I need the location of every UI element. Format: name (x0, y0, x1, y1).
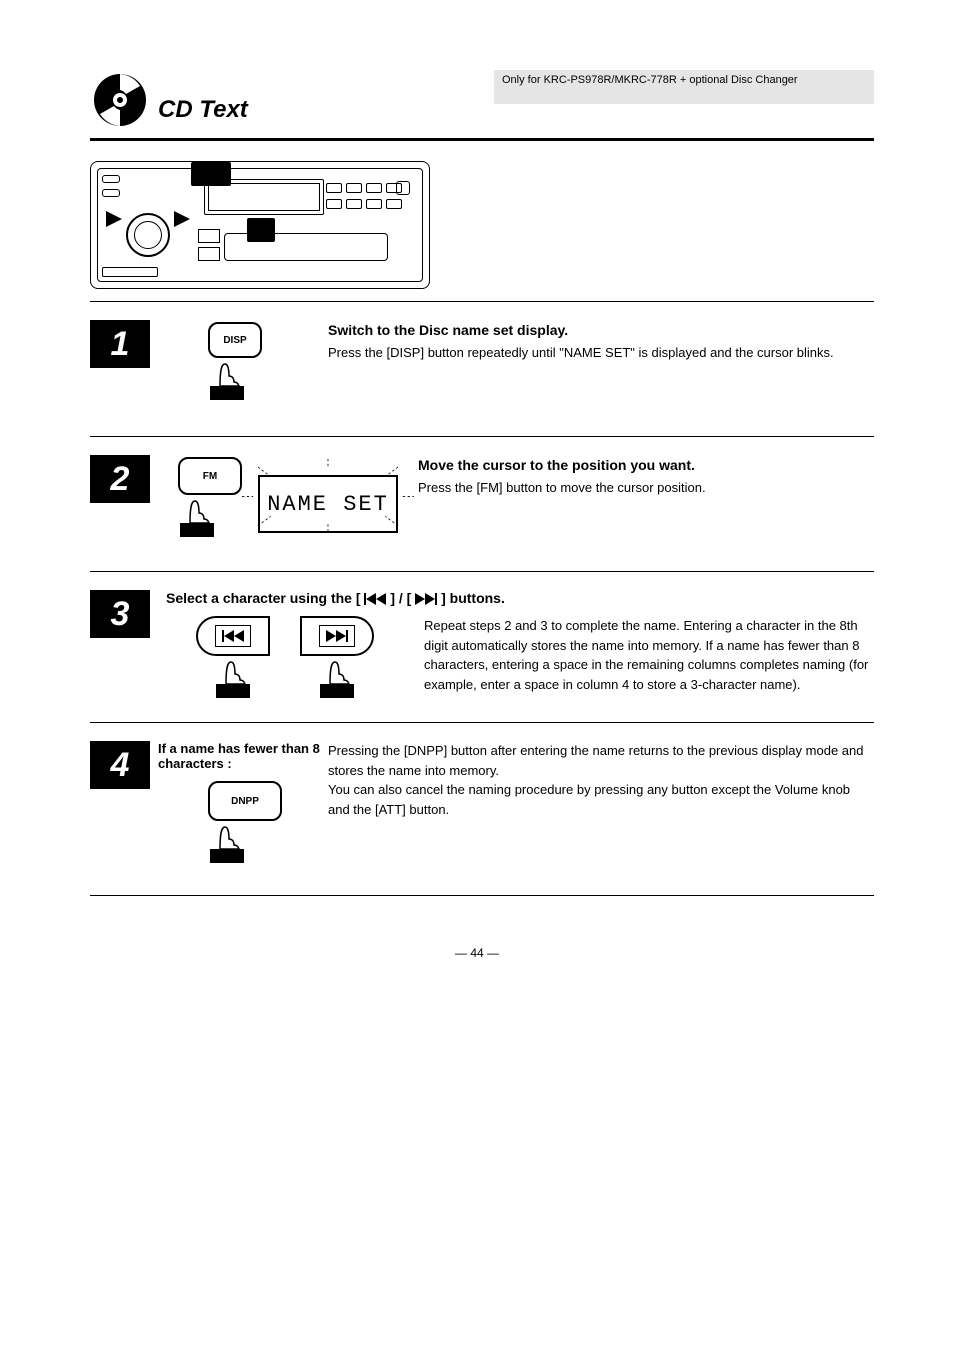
prev-track-icon (222, 630, 244, 642)
page-number: — 44 — (455, 946, 499, 960)
step-number: 4 (90, 741, 150, 789)
rule-thin (90, 895, 874, 896)
step-number: 1 (90, 320, 150, 368)
cd-icon (90, 70, 150, 130)
next-button-figure (300, 616, 374, 698)
disp-button-figure: DISP (208, 322, 278, 412)
rule-heavy (90, 138, 874, 141)
dnpp-button-figure: DNPP (208, 781, 278, 871)
button-label: DNPP (231, 796, 259, 807)
press-finger-icon (208, 358, 246, 400)
step4-heading: If a name has fewer than 8 characters : (158, 741, 328, 771)
press-finger-icon (178, 495, 216, 537)
button-label: DISP (223, 335, 246, 346)
step-number: 3 (90, 590, 150, 638)
step-2: 2 FM (90, 436, 874, 571)
step-4: 4 If a name has fewer than 8 characters … (90, 722, 874, 895)
step-number: 2 (90, 455, 150, 503)
fm-button-figure: FM (178, 457, 248, 547)
compatibility-bar: Only for KRC-PS978R/MKRC-778R + optional… (494, 70, 874, 104)
press-finger-icon (208, 821, 246, 863)
step2-body: Press the [FM] button to move the cursor… (418, 478, 874, 498)
prev-button-figure (196, 616, 270, 698)
compatibility-text: Only for KRC-PS978R/MKRC-778R + optional… (494, 70, 874, 90)
flash-rays-icon (242, 459, 414, 534)
step4-body: Pressing the [DNPP] button after enterin… (308, 741, 874, 871)
step1-body: Press the [DISP] button repeatedly until… (328, 343, 874, 363)
next-track-icon (415, 593, 437, 605)
button-label: FM (203, 471, 217, 482)
step1-heading: Switch to the Disc name set display. (328, 320, 874, 341)
step-1: 1 DISP Switch to the Disc name set displ… (90, 301, 874, 436)
press-finger-icon (214, 656, 252, 698)
next-track-icon (326, 630, 348, 642)
callout-dnpp (191, 162, 231, 186)
callout-skip (247, 218, 275, 242)
step3-heading: Select a character using the [ ] / [ ] b… (166, 590, 874, 606)
step-3: 3 Select a character using the [ ] / [ ]… (90, 571, 874, 722)
step3-body: Repeat steps 2 and 3 to complete the nam… (404, 616, 874, 698)
prev-track-icon (364, 593, 386, 605)
step2-heading: Move the cursor to the position you want… (418, 455, 874, 476)
head-unit-figure (90, 161, 430, 289)
lcd-display-figure: NAME SET (258, 475, 398, 533)
press-finger-icon (318, 656, 356, 698)
section-title: CD Text (158, 96, 248, 124)
